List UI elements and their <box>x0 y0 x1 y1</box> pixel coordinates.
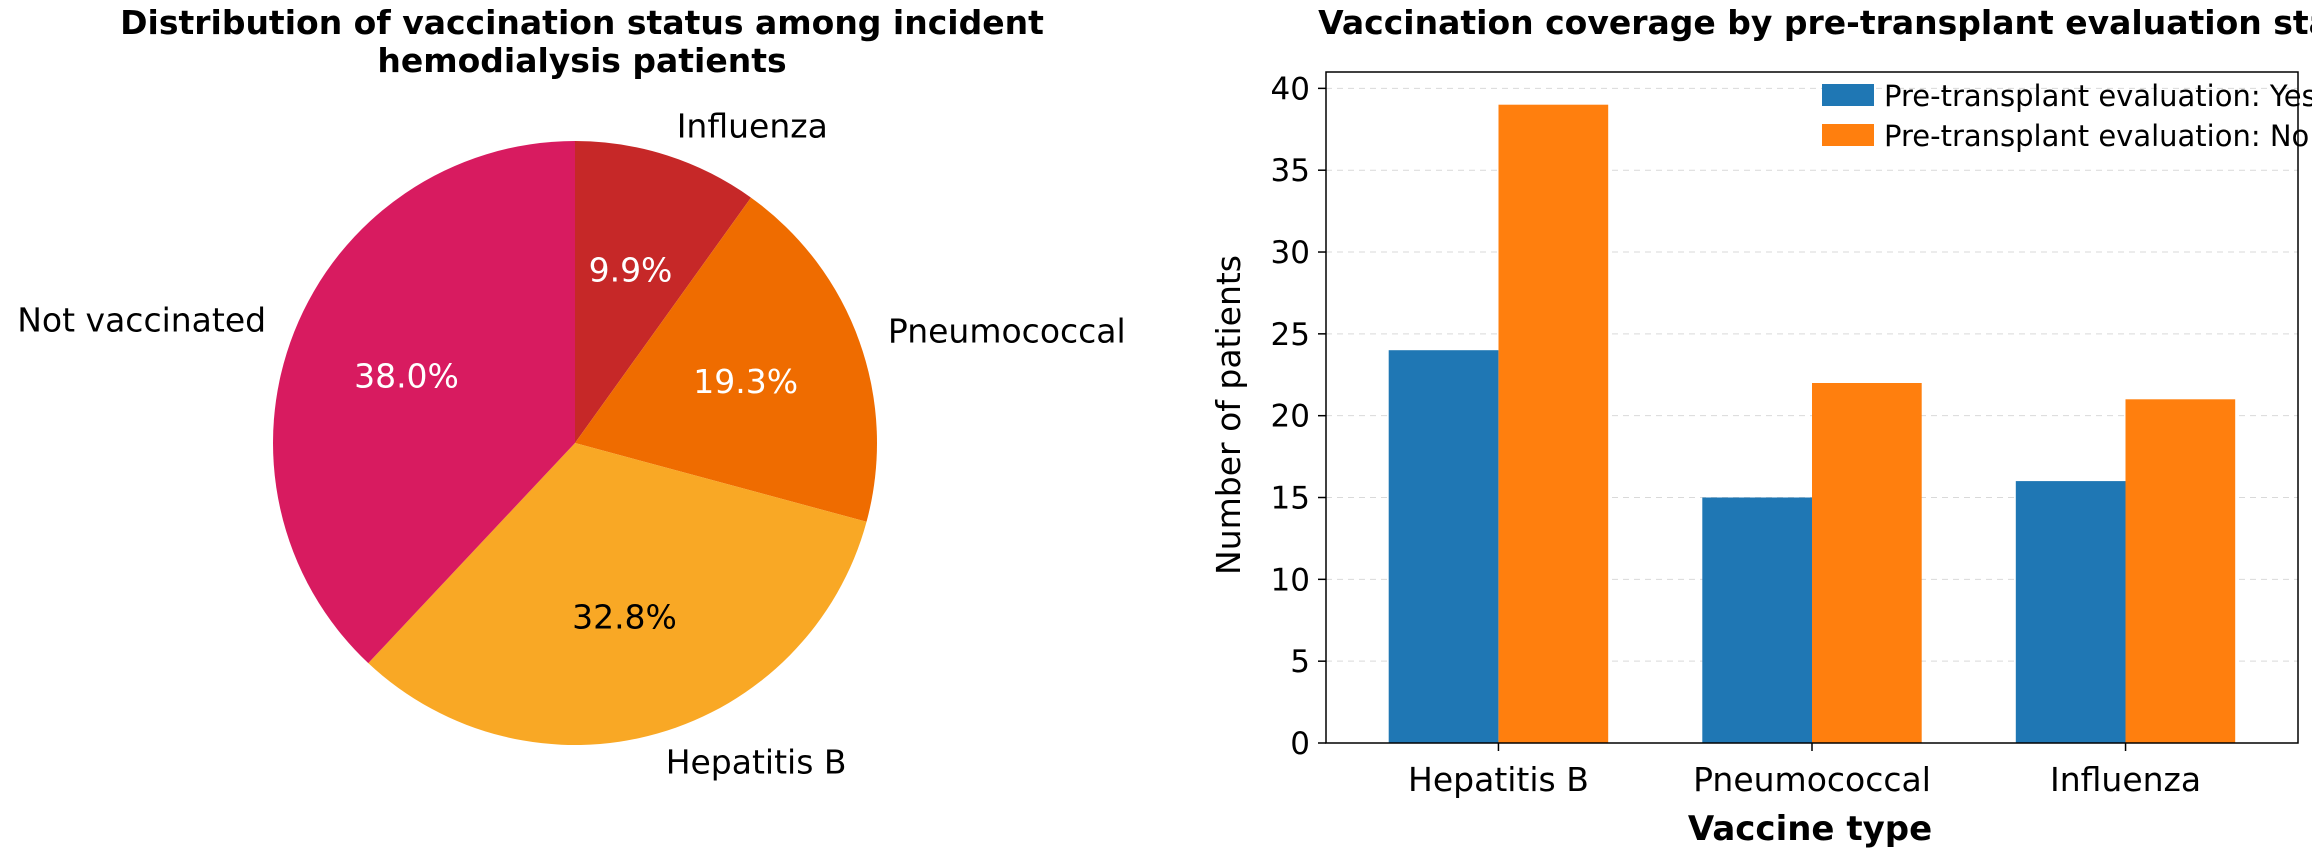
pie-pct-not-vaccinated: 38.0% <box>354 356 459 395</box>
bar-title: Vaccination coverage by pre-transplant e… <box>1318 3 2312 42</box>
legend-swatch-yes <box>1822 84 1874 106</box>
y-tick-label: 10 <box>1271 562 1310 598</box>
bar-pneumococcal-no <box>1812 383 1922 743</box>
bar-chart: Vaccination coverage by pre-transplant e… <box>1209 3 2312 849</box>
bar-hepatitis-b-no <box>1498 104 1609 743</box>
pie-label-influenza: Influenza <box>677 107 828 146</box>
y-tick-label: 25 <box>1271 317 1310 353</box>
pie-pct-influenza: 9.9% <box>589 251 673 290</box>
y-tick-label: 0 <box>1290 726 1310 762</box>
x-tick-label-influenza: Influenza <box>2050 760 2201 799</box>
pie-chart: Distribution of vaccination status among… <box>17 3 1125 782</box>
bar-hepatitis-b-yes <box>1388 350 1499 743</box>
pie-label-not-vaccinated: Not vaccinated <box>17 301 266 340</box>
pie-slice-hepatitis-b <box>368 443 867 746</box>
pie-pct-pneumococcal: 19.3% <box>693 362 798 401</box>
y-tick-label: 35 <box>1271 153 1310 189</box>
y-tick-label: 5 <box>1290 644 1310 680</box>
pie-label-hepatitis-b: Hepatitis B <box>666 743 847 782</box>
bar-influenza-no <box>2125 399 2236 743</box>
pie-slice-pneumococcal <box>575 197 878 522</box>
plot-frame <box>1325 71 2299 744</box>
pie-title-line-1: Distribution of vaccination status among… <box>120 3 1044 42</box>
legend-swatch-no <box>1822 124 1874 146</box>
pie-pct-hepatitis-b: 32.8% <box>572 597 677 636</box>
y-tick-label: 40 <box>1271 71 1310 107</box>
pie-title-line-2: hemodialysis patients <box>377 41 786 80</box>
pie-label-pneumococcal: Pneumococcal <box>888 312 1126 351</box>
bar-pneumococcal-yes <box>1702 497 1812 743</box>
y-tick-label: 20 <box>1271 399 1310 435</box>
x-tick-label-pneumococcal: Pneumococcal <box>1693 760 1931 799</box>
pie-slice-influenza <box>575 141 751 443</box>
x-axis-label: Vaccine type <box>1688 809 1932 849</box>
pie-slice-not-vaccinated <box>273 141 575 664</box>
bar-influenza-yes <box>2015 481 2126 743</box>
x-tick-label-hepatitis-b: Hepatitis B <box>1408 760 1589 799</box>
y-tick-label: 30 <box>1271 235 1310 271</box>
y-tick-label: 15 <box>1271 481 1310 517</box>
legend-label-no: Pre-transplant evaluation: No <box>1884 119 2309 153</box>
y-axis-label: Number of patients <box>1209 255 1248 575</box>
legend-label-yes: Pre-transplant evaluation: Yes <box>1884 79 2312 113</box>
